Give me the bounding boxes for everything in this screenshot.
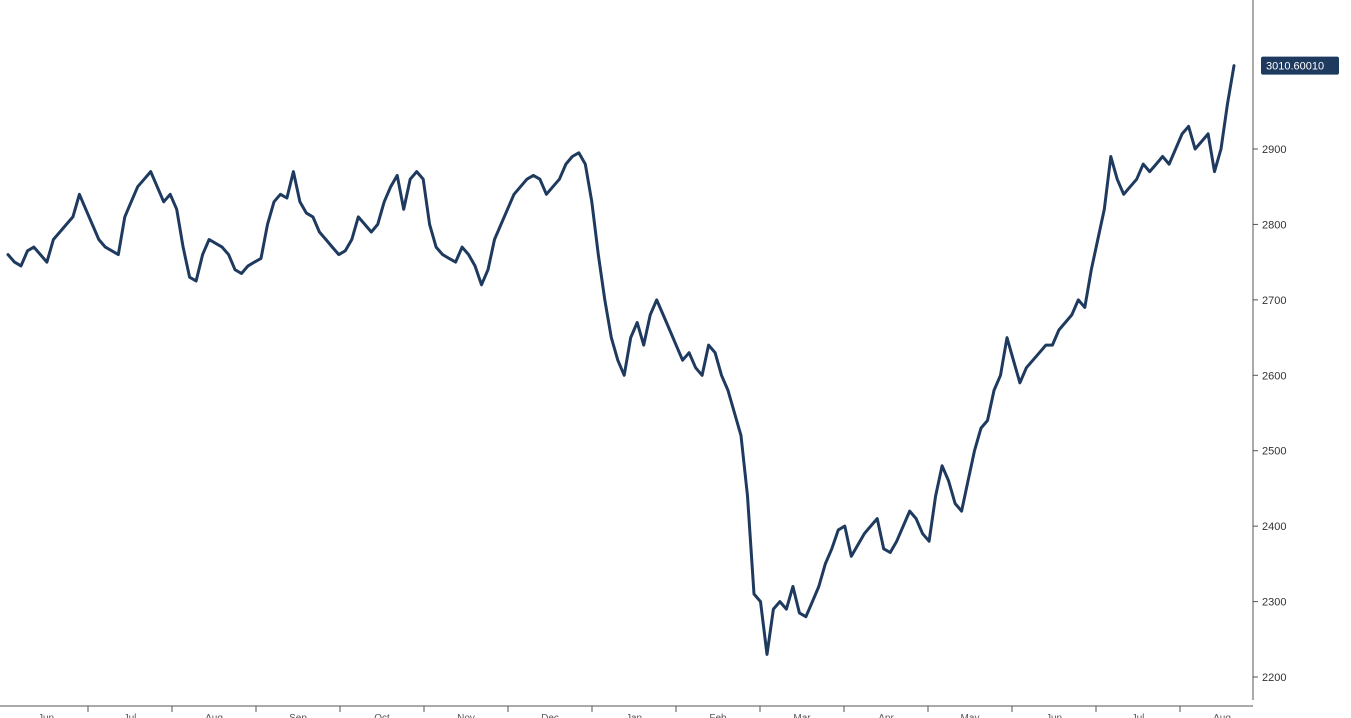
price-series-line [6, 64, 1236, 656]
y-tick-label: 2800 [1262, 219, 1286, 231]
x-axis-ticks: Jun Jul Aug Sep Oct Nov Dec Jan Feb Mar Apr May Jun J… [38, 706, 1231, 718]
x-tick-label: Apr [878, 713, 894, 718]
x-tick-label: Jun [1046, 713, 1062, 718]
x-tick-label: Jan [626, 713, 642, 718]
y-tick-label: 2600 [1262, 370, 1286, 382]
last-value-text: 3010.60010 [1266, 61, 1324, 73]
x-tick-label: Feb [709, 713, 727, 718]
x-tick-label: Dec [541, 713, 559, 718]
y-tick-label: 2400 [1262, 521, 1286, 533]
x-tick-label: Aug [205, 713, 223, 718]
x-tick-label: Sep [289, 713, 307, 718]
plot-area [6, 64, 1236, 656]
y-tick-label: 2700 [1262, 295, 1286, 307]
x-tick-label: Oct [374, 713, 390, 718]
y-axis-ticks: 2200 2300 2400 2500 2600 2700 2800 2900 [1253, 144, 1286, 684]
x-tick-label: Jul [1132, 713, 1145, 718]
y-tick-label: 2200 [1262, 672, 1286, 684]
y-tick-label: 2300 [1262, 597, 1286, 609]
x-tick-label: Nov [457, 713, 475, 718]
x-axis: Jun Jul Aug Sep Oct Nov Dec Jan Feb Mar Apr May Jun J… [0, 705, 1253, 718]
y-tick-label: 2900 [1262, 144, 1286, 156]
y-tick-label: 2500 [1262, 446, 1286, 458]
last-value-badge [1261, 56, 1339, 75]
x-tick-label: Jul [124, 713, 137, 718]
x-tick-label: May [961, 713, 980, 718]
last-value-label: 3010.60010 [1261, 56, 1339, 75]
y-axis: 2200 2300 2400 2500 2600 2700 2800 2900 [1252, 0, 1286, 700]
x-tick-label: Aug [1213, 713, 1231, 718]
x-tick-label: Jun [38, 713, 54, 718]
x-tick-label: Mar [793, 713, 811, 718]
